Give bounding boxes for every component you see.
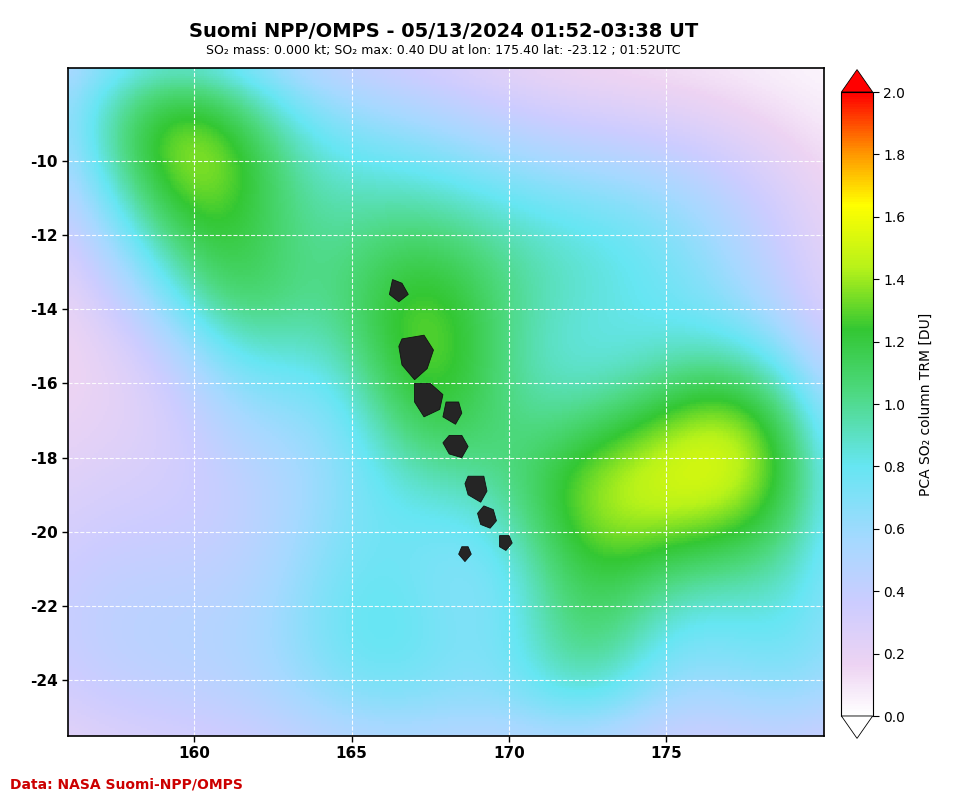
Polygon shape [499, 536, 512, 550]
Polygon shape [389, 279, 409, 302]
Text: Data: NASA Suomi-NPP/OMPS: Data: NASA Suomi-NPP/OMPS [10, 778, 243, 792]
Text: SO₂ mass: 0.000 kt; SO₂ max: 0.40 DU at lon: 175.40 lat: -23.12 ; 01:52UTC: SO₂ mass: 0.000 kt; SO₂ max: 0.40 DU at … [207, 44, 681, 57]
Y-axis label: PCA SO₂ column TRM [DU]: PCA SO₂ column TRM [DU] [919, 312, 933, 496]
Text: Suomi NPP/OMPS - 05/13/2024 01:52-03:38 UT: Suomi NPP/OMPS - 05/13/2024 01:52-03:38 … [189, 22, 698, 42]
Polygon shape [465, 476, 487, 502]
Polygon shape [458, 546, 471, 562]
Polygon shape [478, 506, 496, 528]
Polygon shape [414, 383, 443, 417]
Polygon shape [399, 335, 434, 380]
Polygon shape [443, 402, 462, 424]
Polygon shape [443, 435, 468, 458]
